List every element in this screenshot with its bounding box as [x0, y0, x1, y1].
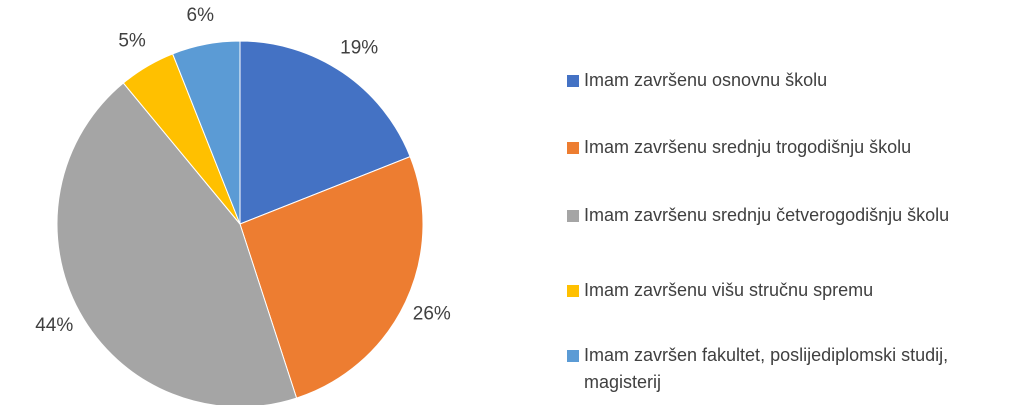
legend-label: Imam završenu srednju trogodišnju školu	[584, 137, 912, 157]
legend-label: Imam završenu srednju četverogodišnju šk…	[584, 205, 950, 225]
legend-swatch	[567, 350, 579, 362]
legend-label: Imam završen fakultet, poslijediplomski …	[584, 345, 949, 392]
legend-swatch	[567, 285, 579, 297]
legend-label: Imam završenu osnovnu školu	[584, 70, 828, 90]
data-label: 19%	[340, 38, 378, 59]
data-label: 44%	[35, 315, 73, 336]
pie-slice	[56, 82, 298, 405]
legend-item: Imam završenu osnovnu školu	[567, 67, 1017, 94]
legend-item: Imam završen fakultet, poslijediplomski …	[567, 342, 1017, 396]
pie-slice	[239, 155, 424, 399]
legend-swatch	[567, 75, 579, 87]
legend-label: Imam završenu višu stručnu spremu	[584, 280, 874, 300]
legend-item: Imam završenu višu stručnu spremu	[567, 277, 1017, 304]
legend-item: Imam završenu srednju četverogodišnju šk…	[567, 202, 1017, 229]
data-label: 6%	[187, 5, 215, 26]
legend-item: Imam završenu srednju trogodišnju školu	[567, 134, 1017, 161]
pie-slice	[239, 40, 411, 225]
data-label: 26%	[413, 303, 451, 324]
data-label: 5%	[118, 31, 146, 52]
legend-swatch	[567, 210, 579, 222]
pie-slice	[171, 40, 241, 225]
legend-swatch	[567, 142, 579, 154]
